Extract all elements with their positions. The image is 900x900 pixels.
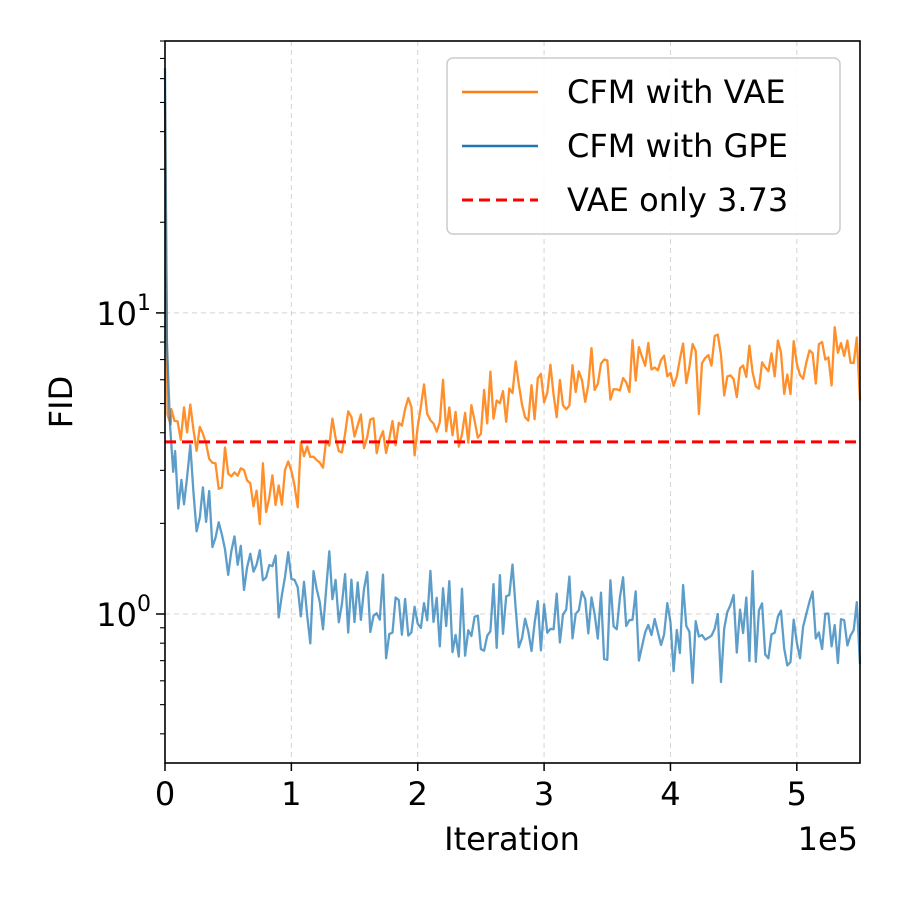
y-axis-label: FID <box>42 376 80 428</box>
y-tick-base: 10 <box>96 596 137 634</box>
x-tick-label: 4 <box>660 775 680 813</box>
legend-label-2: VAE only 3.73 <box>567 181 788 219</box>
series-line-0 <box>163 102 862 526</box>
legend-box <box>446 57 841 235</box>
x-tick-label: 2 <box>408 775 428 813</box>
x-tick-label: 3 <box>534 775 554 813</box>
y-tick-base: 10 <box>96 295 137 333</box>
x-axis: 0 1 2 3 4 5 <box>155 763 807 813</box>
legend-label-0: CFM with VAE <box>567 73 786 111</box>
x-tick-label: 0 <box>155 775 175 813</box>
y-tick-label: 100 <box>96 592 151 634</box>
plot-frame <box>164 40 861 764</box>
y-tick-exponent: 0 <box>137 592 151 617</box>
x-axis-label: Iteration <box>444 820 580 858</box>
y-tick-exponent: 1 <box>137 291 151 316</box>
x-tick-label: 1 <box>281 775 301 813</box>
y-tick-label: 101 <box>96 291 151 333</box>
series-line-1 <box>163 68 862 685</box>
legend-label-1: CFM with GPE <box>567 127 788 165</box>
legend: CFM with VAE CFM with GPE VAE only 3.73 <box>446 57 841 235</box>
series-layer <box>163 68 862 685</box>
x-tick-label: 5 <box>787 775 807 813</box>
x-offset-text: 1e5 <box>798 820 858 858</box>
